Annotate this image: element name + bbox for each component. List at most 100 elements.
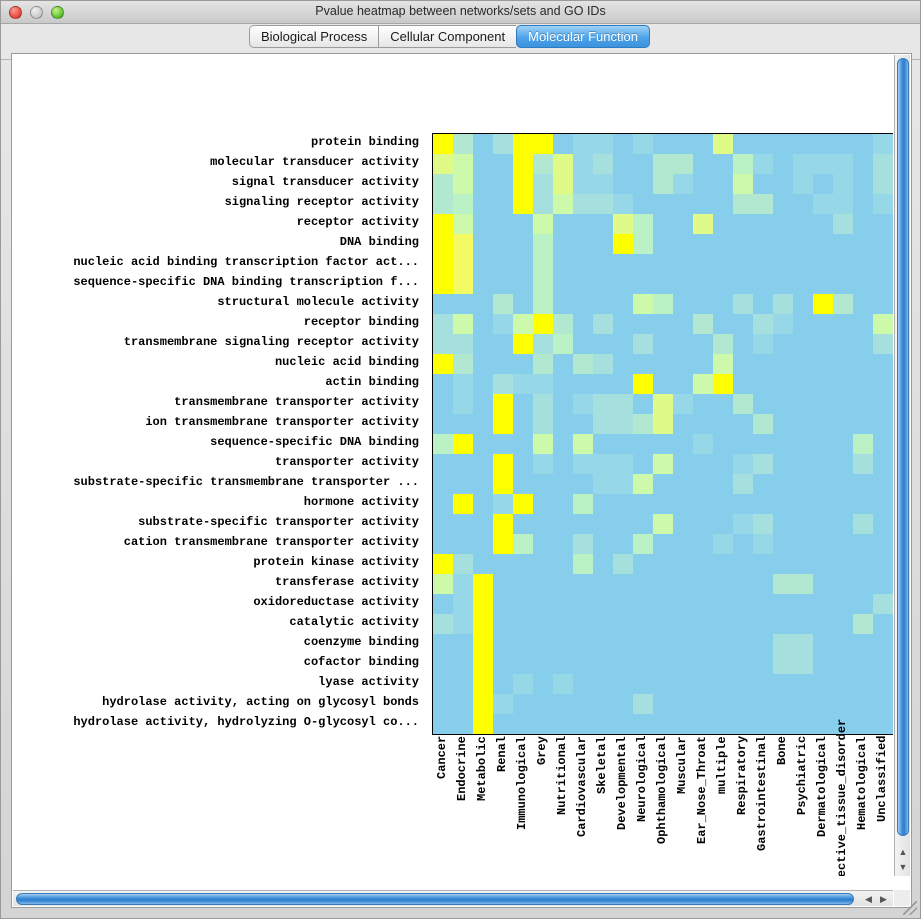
heatmap-cell[interactable] bbox=[853, 354, 873, 374]
heatmap-cell[interactable] bbox=[593, 134, 613, 154]
heatmap-cell[interactable] bbox=[693, 594, 713, 614]
heatmap-cell[interactable] bbox=[493, 454, 513, 474]
heatmap-cell[interactable] bbox=[733, 314, 753, 334]
heatmap-cell[interactable] bbox=[713, 354, 733, 374]
heatmap-cell[interactable] bbox=[853, 454, 873, 474]
heatmap-cell[interactable] bbox=[733, 574, 753, 594]
heatmap-cell[interactable] bbox=[613, 514, 633, 534]
heatmap-cell[interactable] bbox=[493, 634, 513, 654]
heatmap-cell[interactable] bbox=[593, 174, 613, 194]
heatmap-cell[interactable] bbox=[793, 494, 813, 514]
heatmap-cell[interactable] bbox=[553, 574, 573, 594]
heatmap-cell[interactable] bbox=[873, 234, 893, 254]
heatmap-cell[interactable] bbox=[673, 634, 693, 654]
heatmap-cell[interactable] bbox=[473, 594, 493, 614]
heatmap-cell[interactable] bbox=[693, 134, 713, 154]
heatmap-cell[interactable] bbox=[593, 674, 613, 694]
heatmap-cell[interactable] bbox=[653, 154, 673, 174]
heatmap-cell[interactable] bbox=[793, 274, 813, 294]
heatmap-cell[interactable] bbox=[573, 134, 593, 154]
heatmap-cell[interactable] bbox=[553, 654, 573, 674]
heatmap-cell[interactable] bbox=[773, 534, 793, 554]
heatmap-cell[interactable] bbox=[513, 594, 533, 614]
heatmap-cell[interactable] bbox=[693, 534, 713, 554]
heatmap-cell[interactable] bbox=[693, 174, 713, 194]
heatmap-cell[interactable] bbox=[773, 434, 793, 454]
heatmap-cell[interactable] bbox=[493, 174, 513, 194]
heatmap-cell[interactable] bbox=[693, 254, 713, 274]
heatmap-cell[interactable] bbox=[813, 214, 833, 234]
heatmap-cell[interactable] bbox=[853, 174, 873, 194]
heatmap-cell[interactable] bbox=[613, 634, 633, 654]
heatmap-cell[interactable] bbox=[553, 534, 573, 554]
heatmap-cell[interactable] bbox=[533, 354, 553, 374]
heatmap-cell[interactable] bbox=[513, 654, 533, 674]
heatmap-cell[interactable] bbox=[533, 274, 553, 294]
heatmap-cell[interactable] bbox=[733, 514, 753, 534]
heatmap-cell[interactable] bbox=[513, 414, 533, 434]
heatmap-cell[interactable] bbox=[493, 294, 513, 314]
heatmap-cell[interactable] bbox=[513, 294, 533, 314]
heatmap-cell[interactable] bbox=[493, 554, 513, 574]
heatmap-cell[interactable] bbox=[513, 354, 533, 374]
heatmap-cell[interactable] bbox=[813, 274, 833, 294]
heatmap-cell[interactable] bbox=[733, 154, 753, 174]
heatmap-cell[interactable] bbox=[833, 694, 853, 714]
heatmap-cell[interactable] bbox=[453, 694, 473, 714]
heatmap-cell[interactable] bbox=[853, 534, 873, 554]
heatmap-cell[interactable] bbox=[653, 454, 673, 474]
heatmap-cell[interactable] bbox=[593, 714, 613, 734]
heatmap-cell[interactable] bbox=[853, 434, 873, 454]
heatmap-cell[interactable] bbox=[633, 394, 653, 414]
heatmap-cell[interactable] bbox=[593, 514, 613, 534]
heatmap-cell[interactable] bbox=[433, 614, 453, 634]
heatmap-cell[interactable] bbox=[793, 694, 813, 714]
heatmap-cell[interactable] bbox=[873, 194, 893, 214]
heatmap-cell[interactable] bbox=[513, 174, 533, 194]
heatmap-cell[interactable] bbox=[593, 154, 613, 174]
heatmap-cell[interactable] bbox=[873, 134, 893, 154]
heatmap-cell[interactable] bbox=[833, 274, 853, 294]
heatmap-cell[interactable] bbox=[673, 674, 693, 694]
heatmap-cell[interactable] bbox=[513, 474, 533, 494]
heatmap-cell[interactable] bbox=[753, 574, 773, 594]
heatmap-cell[interactable] bbox=[533, 454, 553, 474]
heatmap-cell[interactable] bbox=[613, 194, 633, 214]
heatmap-cell[interactable] bbox=[853, 474, 873, 494]
heatmap-cell[interactable] bbox=[853, 494, 873, 514]
heatmap-cell[interactable] bbox=[473, 454, 493, 474]
heatmap-cell[interactable] bbox=[633, 134, 653, 154]
heatmap-cell[interactable] bbox=[433, 254, 453, 274]
heatmap-cell[interactable] bbox=[733, 374, 753, 394]
heatmap-cell[interactable] bbox=[573, 434, 593, 454]
heatmap-cell[interactable] bbox=[473, 294, 493, 314]
heatmap-cell[interactable] bbox=[753, 534, 773, 554]
vertical-scrollbar-thumb[interactable] bbox=[897, 58, 909, 836]
heatmap-cell[interactable] bbox=[773, 334, 793, 354]
heatmap-cell[interactable] bbox=[733, 294, 753, 314]
heatmap-cell[interactable] bbox=[513, 274, 533, 294]
heatmap-cell[interactable] bbox=[713, 214, 733, 234]
heatmap-cell[interactable] bbox=[673, 234, 693, 254]
heatmap-cell[interactable] bbox=[613, 414, 633, 434]
heatmap-cell[interactable] bbox=[873, 654, 893, 674]
heatmap-cell[interactable] bbox=[513, 334, 533, 354]
heatmap-cell[interactable] bbox=[693, 714, 713, 734]
heatmap-cell[interactable] bbox=[653, 214, 673, 234]
heatmap-cell[interactable] bbox=[573, 694, 593, 714]
heatmap-cell[interactable] bbox=[533, 174, 553, 194]
heatmap-cell[interactable] bbox=[753, 554, 773, 574]
heatmap-cell[interactable] bbox=[873, 314, 893, 334]
heatmap-cell[interactable] bbox=[833, 634, 853, 654]
heatmap-cell[interactable] bbox=[633, 694, 653, 714]
heatmap-cell[interactable] bbox=[833, 654, 853, 674]
heatmap-cell[interactable] bbox=[873, 374, 893, 394]
heatmap-cell[interactable] bbox=[693, 694, 713, 714]
heatmap-cell[interactable] bbox=[453, 354, 473, 374]
heatmap-cell[interactable] bbox=[733, 714, 753, 734]
heatmap-cell[interactable] bbox=[673, 214, 693, 234]
heatmap-cell[interactable] bbox=[533, 234, 553, 254]
heatmap-cell[interactable] bbox=[713, 494, 733, 514]
heatmap-cell[interactable] bbox=[593, 374, 613, 394]
heatmap-cell[interactable] bbox=[673, 514, 693, 534]
